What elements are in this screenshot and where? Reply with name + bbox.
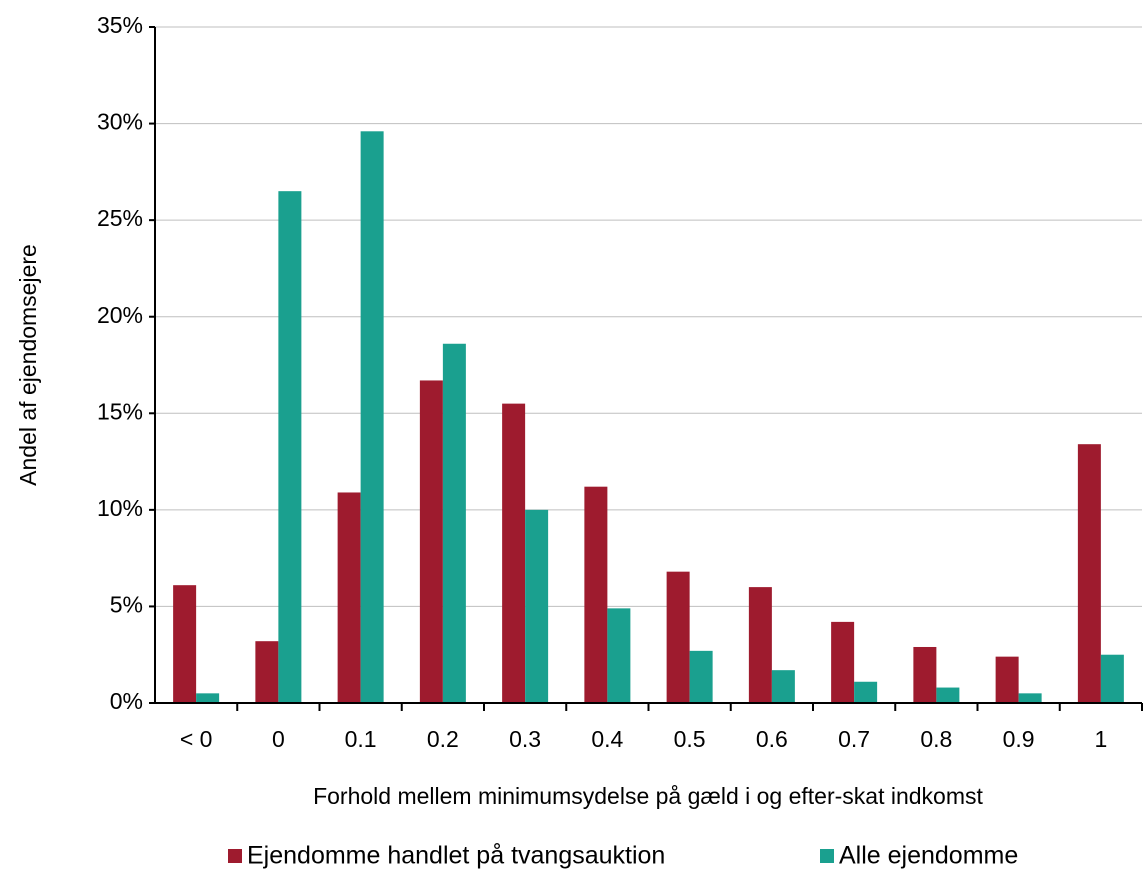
bar — [584, 486, 608, 703]
bar — [748, 587, 772, 703]
bar — [995, 656, 1019, 703]
bar — [173, 585, 197, 703]
bar — [278, 191, 302, 703]
x-tick-label: 0.4 — [591, 726, 623, 752]
bar — [854, 681, 878, 703]
x-tick-label: 0.5 — [674, 726, 706, 752]
x-tick-label: 0.9 — [1003, 726, 1035, 752]
y-tick-label: 30% — [97, 109, 143, 135]
y-tick-label: 5% — [110, 592, 143, 618]
bar — [419, 380, 443, 703]
bar — [502, 403, 526, 703]
bar — [831, 621, 855, 703]
bar — [666, 571, 690, 703]
bar — [1100, 654, 1124, 703]
x-tick-label: 0.3 — [509, 726, 541, 752]
y-tick-label: 25% — [97, 205, 143, 231]
legend-label: Ejendomme handlet på tvangsauktion — [247, 842, 665, 870]
bar — [771, 670, 795, 703]
y-tick-label: 35% — [97, 12, 143, 38]
x-tick-label: 1 — [1094, 726, 1107, 752]
bar — [913, 646, 937, 703]
bar — [1077, 444, 1101, 703]
x-tick-label: 0.6 — [756, 726, 788, 752]
bar — [360, 131, 384, 704]
bar — [607, 608, 631, 703]
x-tick-label: 0.1 — [345, 726, 377, 752]
y-tick-label: 0% — [110, 688, 143, 714]
legend-swatch — [820, 849, 834, 863]
x-tick-label: 0.7 — [838, 726, 870, 752]
bar — [196, 693, 220, 703]
y-tick-label: 20% — [97, 302, 143, 328]
x-axis-title: Forhold mellem minimumsydelse på gæld i … — [313, 783, 983, 809]
bar — [525, 509, 549, 703]
x-tick-label: 0 — [272, 726, 285, 752]
x-tick-label: 0.2 — [427, 726, 459, 752]
legend-label: Alle ejendomme — [839, 842, 1018, 870]
y-axis-title: Andel af ejendomsejere — [15, 244, 41, 486]
y-tick-label: 10% — [97, 495, 143, 521]
y-tick-label: 15% — [97, 398, 143, 424]
bar — [337, 492, 361, 703]
bar — [255, 641, 279, 703]
x-tick-label: 0.8 — [920, 726, 952, 752]
bar — [442, 343, 466, 703]
bar — [1018, 693, 1042, 703]
legend-swatch — [228, 849, 242, 863]
x-tick-label: < 0 — [180, 726, 213, 752]
bar — [689, 650, 713, 703]
bar — [936, 687, 960, 703]
